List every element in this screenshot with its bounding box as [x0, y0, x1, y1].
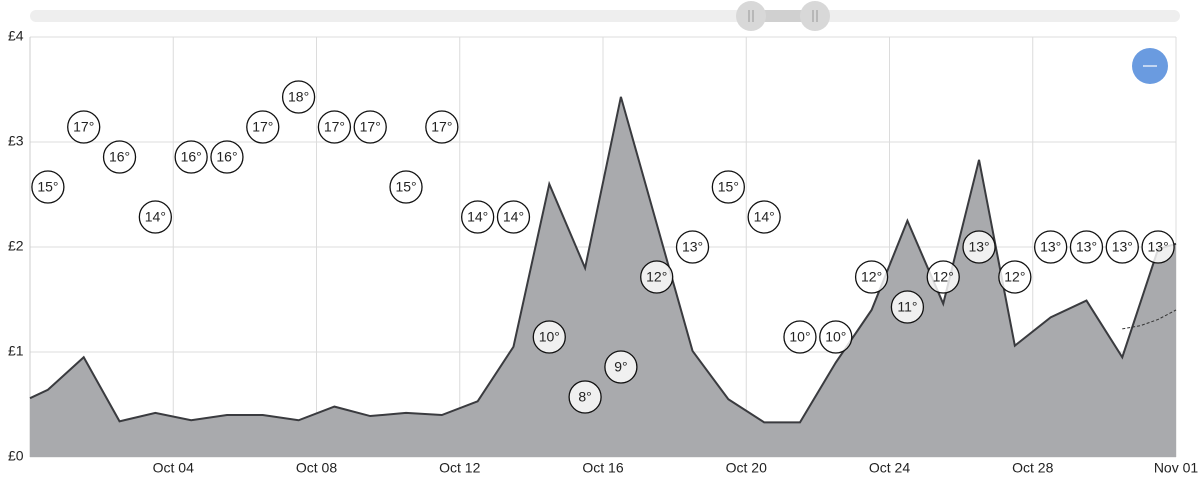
temperature-bubble	[1141, 230, 1175, 264]
temperature-bubble	[210, 140, 244, 174]
temperature-bubble	[1069, 230, 1104, 264]
temperature-bubble	[102, 140, 137, 174]
temperature-label: 10°	[825, 329, 846, 345]
temperature-bubble	[819, 320, 853, 354]
temperature-bubble	[496, 200, 531, 234]
temperature-label: 10°	[789, 329, 810, 345]
x-tick-label: Oct 20	[726, 460, 767, 476]
temperature-bubble	[67, 110, 101, 144]
temperature-bubble	[568, 380, 602, 414]
temperature-label: 15°	[718, 179, 739, 195]
scroll-range[interactable]	[751, 10, 815, 22]
scroll-handle[interactable]	[800, 1, 830, 31]
temperature-label: 17°	[360, 119, 381, 135]
temperature-bubble	[461, 200, 495, 234]
temperature-label: 18°	[288, 89, 309, 105]
temperature-label: 17°	[252, 119, 273, 135]
temperature-bubble	[281, 80, 316, 114]
temperature-label: 14°	[467, 209, 488, 225]
temperature-bubble	[174, 140, 208, 174]
x-tick-label: Oct 28	[1012, 460, 1053, 476]
temperature-bubble	[640, 260, 674, 294]
temperature-label: 8°	[578, 389, 591, 405]
temperature-bubble	[675, 230, 710, 264]
temperature-bubble	[353, 110, 387, 144]
temperature-bubble	[926, 260, 960, 294]
temperature-label: 14°	[754, 209, 775, 225]
y-tick-label: £0	[8, 448, 24, 464]
temperature-bubble	[962, 230, 996, 264]
temperature-bubble	[604, 350, 638, 384]
temperature-label: 14°	[503, 209, 524, 225]
area-line	[29, 96, 1177, 424]
temperature-bubble	[389, 170, 423, 204]
temperature-bubble	[532, 320, 566, 354]
temperature-label: 15°	[37, 179, 58, 195]
temperature-bubble	[747, 200, 781, 234]
temperature-label: 12°	[933, 269, 954, 285]
scrollbar[interactable]	[30, 1, 1180, 31]
temperature-bubble	[711, 170, 745, 204]
x-tick-label: Oct 12	[439, 460, 480, 476]
temperature-label: 10°	[539, 329, 560, 345]
temperature-bubble	[998, 260, 1032, 294]
handle-grip	[748, 10, 818, 22]
temperature-label: 12°	[861, 269, 882, 285]
temperature-label: 13°	[682, 239, 703, 255]
scroll-handle[interactable]	[736, 1, 766, 31]
x-tick-label: Oct 24	[869, 460, 910, 476]
temperature-label: 12°	[1004, 269, 1025, 285]
temperature-label: 13°	[968, 239, 989, 255]
plot: £0 £1 £2 £3 £4 Oct 04 Oct 08 Oct 12 Oct 16 Oct 20…	[8, 28, 1198, 476]
x-tick-label: Oct 08	[296, 460, 337, 476]
y-tick-label: £2	[8, 238, 24, 254]
x-tick-label: Oct 16	[582, 460, 623, 476]
y-tick-label: £4	[8, 28, 24, 44]
temperature-label: 14°	[145, 209, 166, 225]
temperature-bubble	[246, 110, 280, 144]
temperature-bubble	[31, 170, 65, 204]
temperature-bubble	[138, 200, 172, 234]
temperature-bubble	[854, 260, 889, 294]
temperature-label: 17°	[431, 119, 452, 135]
temperature-label: 16°	[216, 149, 237, 165]
temperature-bubble	[1105, 230, 1139, 264]
area-fill	[30, 96, 1176, 457]
temperature-label: 17°	[73, 119, 94, 135]
scroll-track[interactable]	[30, 10, 1180, 22]
zoom-button[interactable]	[1132, 48, 1168, 84]
temperature-bubble	[783, 320, 817, 354]
y-tick-label: £1	[8, 343, 24, 359]
temperature-bubble	[890, 290, 925, 324]
trend-line	[1122, 309, 1177, 330]
temperature-label: 16°	[181, 149, 202, 165]
temperature-bubble	[425, 110, 459, 144]
x-tick-label: Oct 04	[153, 460, 194, 476]
temperature-label: 17°	[324, 119, 345, 135]
temperature-bubble	[1034, 230, 1068, 264]
x-tick-label: Nov 01	[1154, 460, 1199, 476]
temperature-label: 16°	[109, 149, 130, 165]
y-tick-label: £3	[8, 133, 24, 149]
temperature-label: 13°	[1112, 239, 1133, 255]
temperature-label: 13°	[1076, 239, 1097, 255]
temperature-label: 13°	[1040, 239, 1061, 255]
temperature-label: 13°	[1148, 239, 1169, 255]
temperature-label: 15°	[395, 179, 416, 195]
temperature-label: 11°	[897, 299, 917, 315]
temperature-label: 12°	[646, 269, 667, 285]
temperature-label: 9°	[614, 359, 627, 375]
temperature-bubble	[317, 110, 352, 144]
